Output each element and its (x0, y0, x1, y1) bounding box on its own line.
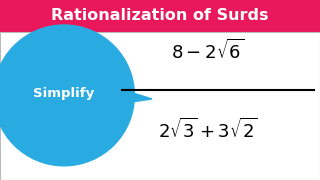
Text: $2\sqrt{3} + 3\sqrt{2}$: $2\sqrt{3} + 3\sqrt{2}$ (158, 118, 258, 142)
Text: Simplify: Simplify (33, 87, 95, 100)
Ellipse shape (0, 25, 134, 166)
Polygon shape (106, 87, 152, 106)
FancyBboxPatch shape (0, 31, 320, 180)
Text: Rationalization of Surds: Rationalization of Surds (51, 8, 269, 23)
Text: $8 - 2\sqrt{6}$: $8 - 2\sqrt{6}$ (171, 38, 245, 62)
FancyBboxPatch shape (0, 0, 320, 31)
